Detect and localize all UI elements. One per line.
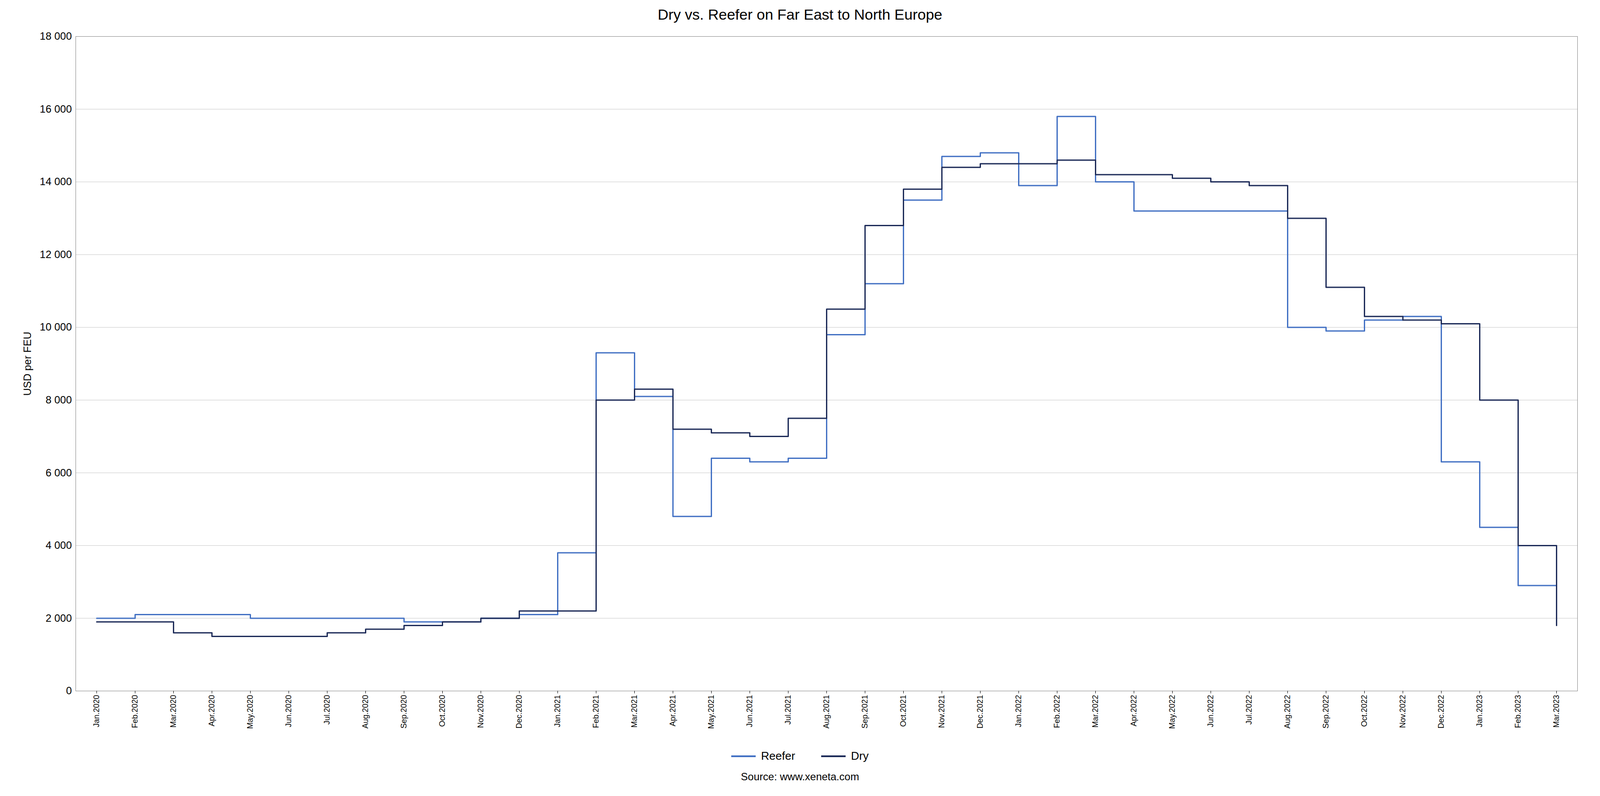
svg-text:2 000: 2 000: [45, 612, 72, 624]
svg-text:Feb.2021: Feb.2021: [591, 695, 601, 729]
svg-text:Jun.2020: Jun.2020: [284, 695, 293, 728]
html-text:Source: www.xeneta.com: Source: www.xeneta.com: [740, 770, 860, 783]
svg-text:Sep.2020: Sep.2020: [399, 695, 409, 729]
svg-text:Jan.2022: Jan.2022: [1014, 695, 1023, 728]
svg-text:Aug.2022: Aug.2022: [1283, 695, 1292, 729]
svg-text:18 000: 18 000: [39, 30, 72, 42]
svg-text:Apr.2022: Apr.2022: [1129, 695, 1139, 727]
svg-text:Dec.2021: Dec.2021: [975, 695, 985, 729]
svg-text:Sep.2021: Sep.2021: [860, 695, 870, 729]
svg-text:Feb.2020: Feb.2020: [130, 695, 140, 729]
svg-text:May.2020: May.2020: [245, 695, 255, 730]
svg-text:Mar.2023: Mar.2023: [1551, 695, 1561, 728]
svg-text:Jan.2023: Jan.2023: [1475, 695, 1484, 728]
svg-text:Nov.2022: Nov.2022: [1398, 695, 1408, 729]
svg-text:Jun.2022: Jun.2022: [1206, 695, 1215, 728]
svg-text:May.2022: May.2022: [1167, 695, 1177, 730]
svg-text:Jan.2020: Jan.2020: [92, 695, 101, 728]
svg-text:Jul.2022: Jul.2022: [1244, 695, 1254, 725]
html-text:Dry vs. Reefer on Far East to: Dry vs. Reefer on Far East to North Euro…: [657, 6, 943, 23]
svg-text:Oct.2020: Oct.2020: [437, 695, 447, 727]
svg-text:May.2021: May.2021: [706, 695, 716, 730]
svg-text:10 000: 10 000: [39, 320, 72, 333]
svg-text:Aug.2021: Aug.2021: [822, 695, 831, 729]
svg-text:Nov.2020: Nov.2020: [476, 695, 486, 729]
svg-text:Feb.2023: Feb.2023: [1513, 695, 1523, 729]
svg-text:12 000: 12 000: [39, 248, 72, 261]
svg-text:Aug.2020: Aug.2020: [361, 695, 370, 729]
svg-text:4 000: 4 000: [45, 539, 72, 551]
svg-text:6 000: 6 000: [45, 466, 72, 479]
html-text:Reefer: Reefer: [761, 749, 796, 763]
svg-text:Sep.2022: Sep.2022: [1321, 695, 1331, 729]
svg-text:Jun.2021: Jun.2021: [745, 695, 754, 728]
svg-text:Apr.2020: Apr.2020: [207, 695, 217, 727]
svg-text:14 000: 14 000: [39, 175, 72, 188]
svg-text:Mar.2020: Mar.2020: [168, 695, 178, 728]
svg-text:Dec.2022: Dec.2022: [1436, 695, 1446, 729]
svg-text:Apr.2021: Apr.2021: [668, 695, 678, 727]
svg-text:0: 0: [65, 684, 72, 697]
svg-text:Oct.2022: Oct.2022: [1359, 695, 1369, 727]
svg-text:Feb.2022: Feb.2022: [1052, 695, 1062, 729]
svg-text:8 000: 8 000: [45, 393, 72, 406]
svg-text:Dec.2020: Dec.2020: [514, 695, 524, 729]
svg-text:16 000: 16 000: [39, 103, 72, 115]
svg-text:Mar.2021: Mar.2021: [629, 695, 639, 728]
svg-text:Jul.2020: Jul.2020: [322, 695, 332, 725]
svg-text:USD per FEU: USD per FEU: [20, 331, 33, 396]
svg-text:Oct.2021: Oct.2021: [898, 695, 908, 727]
svg-text:Jul.2021: Jul.2021: [783, 695, 793, 725]
svg-text:Mar.2022: Mar.2022: [1090, 695, 1100, 728]
html-text:Dry: Dry: [850, 749, 869, 763]
svg-text:Nov.2021: Nov.2021: [937, 695, 947, 729]
svg-text:Jan.2021: Jan.2021: [553, 695, 562, 728]
